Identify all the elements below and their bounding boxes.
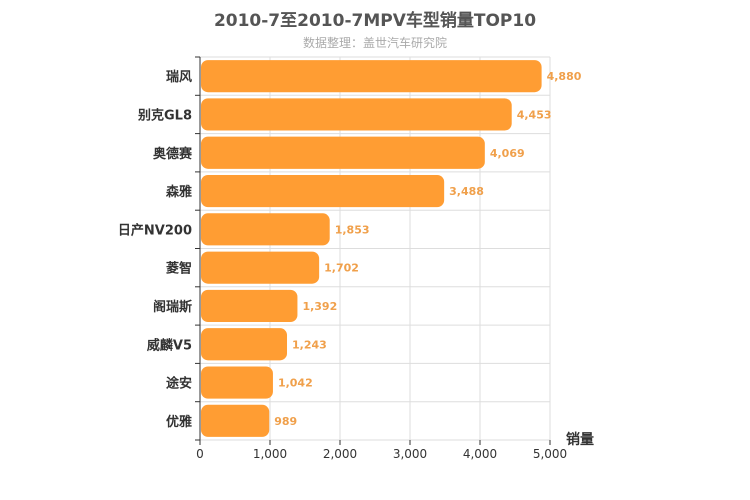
bar	[201, 328, 288, 361]
data-label: 1,042	[278, 377, 313, 390]
x-tick-label: 4,000	[463, 447, 497, 461]
x-tick-label: 5,000	[533, 447, 567, 461]
data-label: 1,243	[292, 338, 327, 351]
x-tick-label: 1,000	[253, 447, 287, 461]
bar	[201, 98, 512, 131]
bar	[201, 213, 330, 246]
category-label: 威麟V5	[147, 337, 192, 353]
bar	[201, 251, 320, 284]
data-label: 1,702	[324, 262, 359, 275]
data-label: 3,488	[449, 185, 484, 198]
category-label: 瑞风	[166, 69, 192, 85]
bar	[201, 366, 273, 399]
x-axis-title: 销量	[566, 431, 594, 448]
chart-subtitle: 数据整理：盖世汽车研究院	[302, 36, 447, 50]
x-tick-label: 3,000	[393, 447, 427, 461]
bar	[201, 60, 542, 93]
data-label: 1,392	[302, 300, 337, 313]
category-label: 菱智	[166, 261, 192, 277]
category-label: 优雅	[166, 414, 192, 430]
category-label: 日产NV200	[118, 222, 192, 238]
bar	[201, 404, 270, 437]
data-label: 4,069	[490, 147, 525, 160]
bar	[201, 289, 298, 323]
category-label: 途安	[166, 376, 192, 392]
chart-title: 2010-7至2010-7MPV车型销量TOP10	[213, 11, 537, 31]
bar	[201, 174, 445, 208]
x-tick-label: 2,000	[323, 447, 357, 461]
data-label: 1,853	[335, 223, 370, 236]
category-label: 阁瑞斯	[153, 299, 192, 315]
category-label: 奥德赛	[153, 146, 193, 162]
data-label: 989	[274, 415, 297, 428]
data-label: 4,453	[517, 108, 552, 121]
category-label: 森雅	[166, 184, 192, 200]
x-tick-label: 0	[196, 447, 204, 461]
data-label: 4,880	[547, 70, 582, 83]
category-label: 别克GL8	[137, 107, 192, 123]
bar	[201, 136, 485, 169]
